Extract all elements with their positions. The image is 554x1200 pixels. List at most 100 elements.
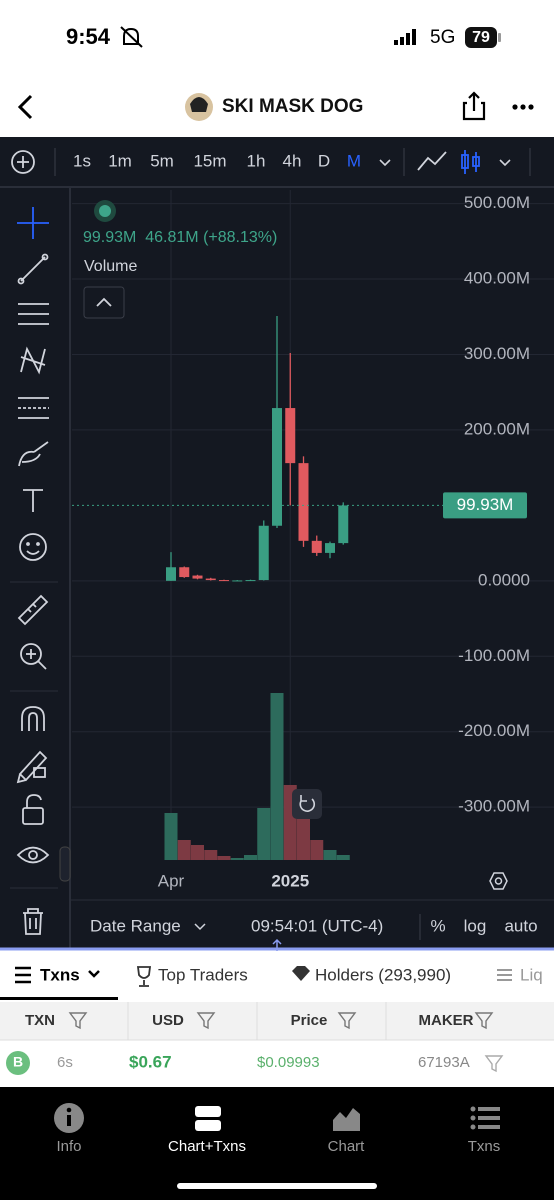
chart-txns-icon[interactable] (195, 1106, 221, 1131)
collapse-legend-button[interactable] (83, 286, 125, 319)
collapse-legend-icon[interactable] (96, 297, 112, 307)
pattern-tool[interactable] (20, 346, 46, 375)
txns-nav-icon[interactable] (478, 1116, 500, 1120)
reset-chart-button[interactable] (292, 789, 322, 819)
text-tool[interactable] (23, 489, 43, 512)
tab[interactable]: Txns (40, 965, 80, 984)
visibility-tool[interactable] (28, 850, 38, 860)
scale-option[interactable]: auto (504, 916, 537, 935)
trend-line-tool[interactable] (20, 256, 46, 282)
ruler-tool[interactable] (17, 594, 49, 626)
collapse-tools-handle[interactable] (59, 846, 71, 882)
info-icon[interactable] (67, 1115, 71, 1126)
interval-button[interactable]: 5m (150, 151, 174, 170)
zoom-tool[interactable] (20, 643, 42, 665)
more-button[interactable] (512, 104, 534, 110)
chart-txns-icon[interactable] (195, 1106, 221, 1117)
unlock-tool[interactable] (22, 807, 44, 825)
emoji-tool[interactable] (26, 542, 30, 546)
trophy-icon[interactable] (136, 966, 152, 987)
nav-item[interactable]: Txns (468, 1138, 501, 1155)
txns-nav-icon[interactable] (470, 1106, 501, 1130)
text-tool[interactable] (23, 489, 43, 512)
interval-button[interactable]: M (347, 151, 361, 170)
emoji-tool[interactable] (26, 550, 40, 555)
interval-dropdown[interactable] (379, 159, 391, 167)
txns-tab-chevron[interactable] (88, 970, 100, 978)
holders-icon[interactable] (292, 966, 310, 981)
candle-chart-button[interactable] (461, 154, 469, 169)
tab[interactable]: Liq (520, 965, 543, 984)
date-range-chevron[interactable] (194, 923, 206, 931)
txns-nav-icon[interactable] (478, 1107, 500, 1111)
scale-option[interactable]: % (430, 916, 445, 935)
reset-chart-icon[interactable] (299, 795, 316, 812)
candle-chart-button[interactable] (461, 150, 480, 174)
visibility-tool[interactable] (16, 846, 50, 864)
more-button[interactable] (528, 104, 534, 110)
interval-button[interactable]: 1h (247, 151, 266, 170)
line-chart-button[interactable] (417, 151, 447, 171)
delete-tool[interactable] (23, 908, 43, 935)
maker-filter-icon[interactable] (484, 1055, 504, 1073)
lock-drawings-tool[interactable] (16, 750, 48, 784)
projection-tool[interactable] (18, 397, 49, 419)
more-button[interactable] (512, 104, 518, 110)
column-filter-icon[interactable] (474, 1012, 494, 1030)
liquidity-icon[interactable] (497, 969, 512, 981)
back-button[interactable] (17, 94, 33, 120)
tab[interactable]: Top Traders (158, 965, 248, 984)
unlock-tool[interactable] (26, 794, 42, 808)
visibility-tool[interactable] (16, 846, 50, 864)
txns-tab-icon[interactable] (15, 966, 31, 984)
info-icon[interactable] (54, 1103, 84, 1133)
date-range-button[interactable]: Date Range (90, 916, 181, 935)
time-axis-settings[interactable] (489, 872, 508, 890)
brush-tool[interactable] (18, 441, 49, 467)
unlock-tool[interactable] (22, 794, 44, 825)
txns-nav-icon[interactable] (470, 1115, 476, 1121)
zoom-tool[interactable] (37, 660, 47, 670)
more-button[interactable] (520, 104, 526, 110)
share-button[interactable] (462, 91, 486, 121)
nav-item[interactable]: Chart+Txns (168, 1138, 246, 1155)
info-icon[interactable] (66, 1107, 72, 1113)
lock-drawings-tool[interactable] (33, 767, 46, 778)
interval-button[interactable]: 1s (73, 151, 91, 170)
column-filter-icon[interactable] (196, 1012, 216, 1030)
delete-tool[interactable] (23, 908, 43, 935)
txns-nav-icon[interactable] (478, 1125, 500, 1129)
nav-item[interactable]: Info (56, 1138, 81, 1155)
chart-txns-icon[interactable] (195, 1120, 221, 1131)
txn-maker[interactable]: 67193A (418, 1054, 470, 1071)
drawing-tools[interactable] (16, 207, 50, 935)
trend-line-tool[interactable] (17, 277, 25, 285)
brush-tool[interactable] (18, 441, 49, 467)
tab[interactable]: Holders (293,990) (315, 965, 451, 984)
fib-tool[interactable] (18, 303, 49, 325)
scale-option[interactable]: log (464, 916, 487, 935)
share-button[interactable] (462, 101, 486, 121)
interval-button[interactable]: 1m (108, 151, 132, 170)
trend-line-tool[interactable] (17, 253, 49, 285)
zoom-tool[interactable] (20, 643, 47, 670)
trend-line-tool[interactable] (41, 253, 49, 261)
lock-drawings-tool[interactable] (16, 750, 48, 784)
magnet-tool[interactable] (21, 706, 45, 731)
interval-button[interactable]: D (318, 151, 330, 170)
chart-type-dropdown[interactable] (499, 159, 511, 167)
interval-button[interactable]: 15m (193, 151, 226, 170)
emoji-tool[interactable] (36, 542, 40, 546)
column-filter-icon[interactable] (68, 1012, 88, 1030)
txns-nav-icon[interactable] (470, 1106, 476, 1112)
add-indicator-button[interactable] (11, 150, 35, 174)
interval-button[interactable]: 4h (283, 151, 302, 170)
pattern-tool[interactable] (20, 346, 46, 375)
column-filter-icon[interactable] (337, 1012, 357, 1030)
emoji-tool[interactable] (19, 533, 47, 561)
share-button[interactable] (468, 91, 480, 99)
ruler-tool[interactable] (17, 594, 49, 626)
candle-chart-button[interactable] (472, 156, 480, 167)
txns-nav-icon[interactable] (470, 1124, 476, 1130)
chart-nav-icon[interactable] (333, 1108, 360, 1131)
